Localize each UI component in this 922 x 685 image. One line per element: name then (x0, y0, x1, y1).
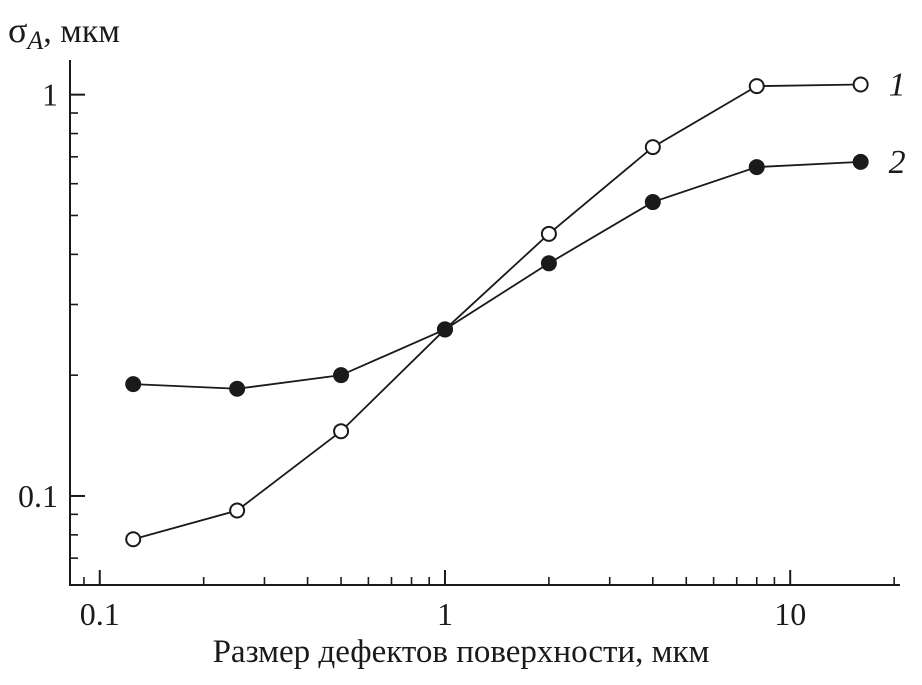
curve-end-labels: 12 (889, 67, 906, 181)
y-axis-title-symbol: σ (8, 10, 27, 50)
series-2-marker (333, 367, 350, 384)
y-tick-label: 0.1 (18, 478, 58, 514)
x-tick-label: 0.1 (80, 596, 120, 632)
series-2-marker (125, 376, 142, 393)
series-2-marker (644, 194, 661, 211)
axis-tick-labels: 0.1 1 10 0.1 1 (18, 77, 806, 632)
series-1-marker (644, 139, 661, 156)
y-axis-title: σA, мкм (8, 10, 120, 55)
series-1-line (132, 83, 861, 541)
series-2-marker (229, 380, 246, 397)
series-1-marker (125, 531, 142, 548)
series-1-marker (333, 423, 350, 440)
x-tick-label: 10 (774, 596, 806, 632)
series-1-marker (748, 78, 765, 95)
series-2-marker (436, 321, 453, 338)
series-2-marker (852, 153, 869, 170)
series-1-marker (540, 225, 557, 242)
y-tick-label: 1 (42, 77, 58, 113)
series-2-line (133, 160, 861, 390)
x-tick-label: 1 (437, 596, 453, 632)
series-label-2: 2 (889, 144, 906, 181)
y-axis-title-subscript: A (25, 26, 43, 55)
axis-ticks (70, 93, 895, 586)
series-2-marker (540, 255, 557, 272)
y-axis-title-suffix: , мкм (43, 13, 120, 50)
data-series (125, 76, 869, 548)
axis-lines (69, 60, 900, 586)
series-1-marker (229, 502, 246, 519)
x-axis-title: Размер дефектов поверхности, мкм (213, 634, 710, 670)
series-label-1: 1 (889, 67, 906, 104)
series-1-marker (852, 76, 869, 93)
axes (69, 60, 900, 586)
series-2-marker (748, 159, 765, 176)
